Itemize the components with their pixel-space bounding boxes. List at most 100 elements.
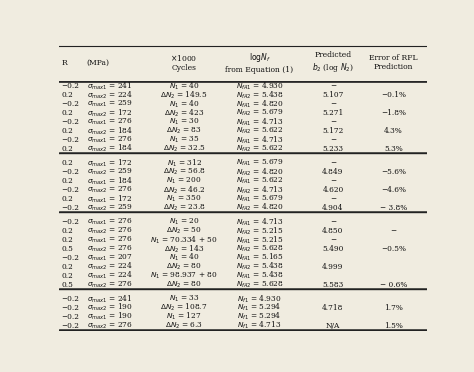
Text: −: −	[330, 100, 336, 108]
Text: $\sigma_{max1}$ = 184: $\sigma_{max1}$ = 184	[87, 176, 133, 187]
Text: $\sigma_{max2}$ = 184: $\sigma_{max2}$ = 184	[87, 143, 133, 154]
Text: − 3.8%: − 3.8%	[380, 204, 407, 212]
Text: $\sigma_{max1}$ = 190: $\sigma_{max1}$ = 190	[87, 311, 133, 323]
Text: $N_1$ = 33: $N_1$ = 33	[169, 294, 200, 304]
Text: $\Delta N_2$ = 6.3: $\Delta N_2$ = 6.3	[165, 321, 203, 331]
Text: $N_{f1}$ = 5.294: $N_{f1}$ = 5.294	[237, 302, 282, 314]
Text: $\sigma_{max1}$ = 276: $\sigma_{max1}$ = 276	[87, 135, 133, 145]
Text: −1.8%: −1.8%	[381, 109, 406, 117]
Text: $\sigma_{max2}$ = 276: $\sigma_{max2}$ = 276	[87, 280, 133, 290]
Text: −: −	[330, 177, 336, 185]
Text: $\Delta N_2$ = 108.7: $\Delta N_2$ = 108.7	[160, 302, 208, 314]
Text: −0.2: −0.2	[61, 304, 79, 312]
Text: $N_1$ = 98.937 + 80: $N_1$ = 98.937 + 80	[150, 270, 218, 281]
Text: −: −	[330, 195, 336, 203]
Text: $\sigma_{max1}$ = 241: $\sigma_{max1}$ = 241	[87, 294, 132, 305]
Text: −: −	[330, 236, 336, 244]
Text: $\times$1000
Cycles: $\times$1000 Cycles	[171, 53, 198, 72]
Text: 5.3%: 5.3%	[384, 145, 403, 153]
Text: $\Delta N_2$ = 423: $\Delta N_2$ = 423	[164, 108, 204, 119]
Text: −0.2: −0.2	[61, 136, 79, 144]
Text: $N_1$ = 35: $N_1$ = 35	[169, 135, 200, 145]
Text: $\sigma_{max2}$ = 259: $\sigma_{max2}$ = 259	[87, 203, 132, 213]
Text: − 0.6%: − 0.6%	[380, 280, 407, 289]
Text: $N_1$ = 350: $N_1$ = 350	[166, 194, 202, 204]
Text: $\sigma_{max2}$ = 190: $\sigma_{max2}$ = 190	[87, 302, 133, 314]
Text: −: −	[330, 118, 336, 126]
Text: $N_{fA1}$ = 5.622: $N_{fA1}$ = 5.622	[236, 176, 283, 186]
Text: $\sigma_{max1}$ = 241: $\sigma_{max1}$ = 241	[87, 81, 132, 92]
Text: $\Delta N_2$ = 80: $\Delta N_2$ = 80	[166, 262, 202, 272]
Text: 5.172: 5.172	[322, 127, 344, 135]
Text: 4.850: 4.850	[322, 227, 344, 235]
Text: $\mathrm{log}N_f$
from Equation (1): $\mathrm{log}N_f$ from Equation (1)	[226, 51, 293, 74]
Text: $\Delta N_2$ = 32.5: $\Delta N_2$ = 32.5	[163, 144, 206, 154]
Text: $N_{fA1}$ = 4.930: $N_{fA1}$ = 4.930	[236, 81, 283, 92]
Text: $N_{fA1}$ = 4.713: $N_{fA1}$ = 4.713	[236, 134, 283, 145]
Text: 0.2: 0.2	[61, 127, 73, 135]
Text: 4.999: 4.999	[322, 263, 344, 271]
Text: −0.2: −0.2	[61, 82, 79, 90]
Text: R: R	[61, 58, 67, 67]
Text: −0.2: −0.2	[61, 322, 79, 330]
Text: $N_{fA2}$ = 4.713: $N_{fA2}$ = 4.713	[236, 185, 283, 196]
Text: 0.2: 0.2	[61, 263, 73, 271]
Text: 0.2: 0.2	[61, 227, 73, 235]
Text: 1.7%: 1.7%	[384, 304, 403, 312]
Text: $N_1$ = 200: $N_1$ = 200	[166, 176, 202, 186]
Text: $N_1$ = 312: $N_1$ = 312	[166, 158, 202, 169]
Text: $\sigma_{max2}$ = 184: $\sigma_{max2}$ = 184	[87, 125, 133, 137]
Text: $\sigma_{max2}$ = 172: $\sigma_{max2}$ = 172	[87, 108, 132, 119]
Text: $N_1$ = 70.334 + 50: $N_1$ = 70.334 + 50	[150, 234, 218, 246]
Text: 0.2: 0.2	[61, 159, 73, 167]
Text: −: −	[391, 227, 397, 235]
Text: $N_1$ = 40: $N_1$ = 40	[169, 99, 200, 110]
Text: 1.5%: 1.5%	[384, 322, 403, 330]
Text: 0.2: 0.2	[61, 236, 73, 244]
Text: $\sigma_{max2}$ = 224: $\sigma_{max2}$ = 224	[87, 261, 133, 272]
Text: $N_{fA1}$ = 4.820: $N_{fA1}$ = 4.820	[236, 99, 283, 110]
Text: −0.2: −0.2	[61, 118, 79, 126]
Text: 4.718: 4.718	[322, 304, 344, 312]
Text: $N_{f1}$ = 5.294: $N_{f1}$ = 5.294	[237, 311, 282, 323]
Text: 4.620: 4.620	[322, 186, 344, 194]
Text: 4.849: 4.849	[322, 168, 344, 176]
Text: −: −	[330, 82, 336, 90]
Text: $\sigma_{max1}$ = 276: $\sigma_{max1}$ = 276	[87, 235, 133, 245]
Text: −0.2: −0.2	[61, 186, 79, 194]
Text: −0.2: −0.2	[61, 254, 79, 262]
Text: $\Delta N_2$ = 46.2: $\Delta N_2$ = 46.2	[163, 185, 205, 196]
Text: $\sigma_{max1}$ = 276: $\sigma_{max1}$ = 276	[87, 217, 133, 227]
Text: 5.583: 5.583	[322, 280, 344, 289]
Text: $\sigma_{max1}$ = 224: $\sigma_{max1}$ = 224	[87, 270, 133, 281]
Text: 5.271: 5.271	[322, 109, 344, 117]
Text: $N_1$ = 40: $N_1$ = 40	[169, 81, 200, 92]
Text: 0.2: 0.2	[61, 145, 73, 153]
Text: $N_{fA1}$ = 5.165: $N_{fA1}$ = 5.165	[236, 252, 283, 263]
Text: 0.2: 0.2	[61, 195, 73, 203]
Text: $\sigma_{max1}$ = 276: $\sigma_{max1}$ = 276	[87, 117, 133, 127]
Text: −0.2: −0.2	[61, 204, 79, 212]
Text: −0.2: −0.2	[61, 313, 79, 321]
Text: $\sigma_{max2}$ = 276: $\sigma_{max2}$ = 276	[87, 244, 133, 254]
Text: $N_1$ = 20: $N_1$ = 20	[169, 217, 200, 227]
Text: $N_{fA2}$ = 4.820: $N_{fA2}$ = 4.820	[236, 167, 283, 178]
Text: $\Delta N_2$ = 83: $\Delta N_2$ = 83	[166, 126, 202, 136]
Text: $\Delta N_2$ = 149.5: $\Delta N_2$ = 149.5	[160, 90, 208, 101]
Text: $N_1$ = 40: $N_1$ = 40	[169, 252, 200, 263]
Text: −0.2: −0.2	[61, 100, 79, 108]
Text: $\sigma_{max1}$ = 172: $\sigma_{max1}$ = 172	[87, 193, 132, 205]
Text: −: −	[330, 136, 336, 144]
Text: −0.5%: −0.5%	[381, 245, 406, 253]
Text: 0.5: 0.5	[61, 245, 73, 253]
Text: $N_{fA2}$ = 5.679: $N_{fA2}$ = 5.679	[236, 108, 283, 118]
Text: −0.1%: −0.1%	[381, 91, 406, 99]
Text: 5.490: 5.490	[322, 245, 344, 253]
Text: $N_{fA2}$ = 5.215: $N_{fA2}$ = 5.215	[236, 225, 283, 237]
Text: $N_{fA1}$ = 5.679: $N_{fA1}$ = 5.679	[236, 194, 283, 204]
Text: −5.6%: −5.6%	[381, 168, 406, 176]
Text: $\sigma_{max1}$ = 207: $\sigma_{max1}$ = 207	[87, 253, 133, 263]
Text: $N_{fA2}$ = 5.438: $N_{fA2}$ = 5.438	[236, 261, 283, 272]
Text: $N_{fA2}$ = 5.622: $N_{fA2}$ = 5.622	[236, 126, 283, 136]
Text: Error of RFL
Prediction: Error of RFL Prediction	[369, 54, 418, 71]
